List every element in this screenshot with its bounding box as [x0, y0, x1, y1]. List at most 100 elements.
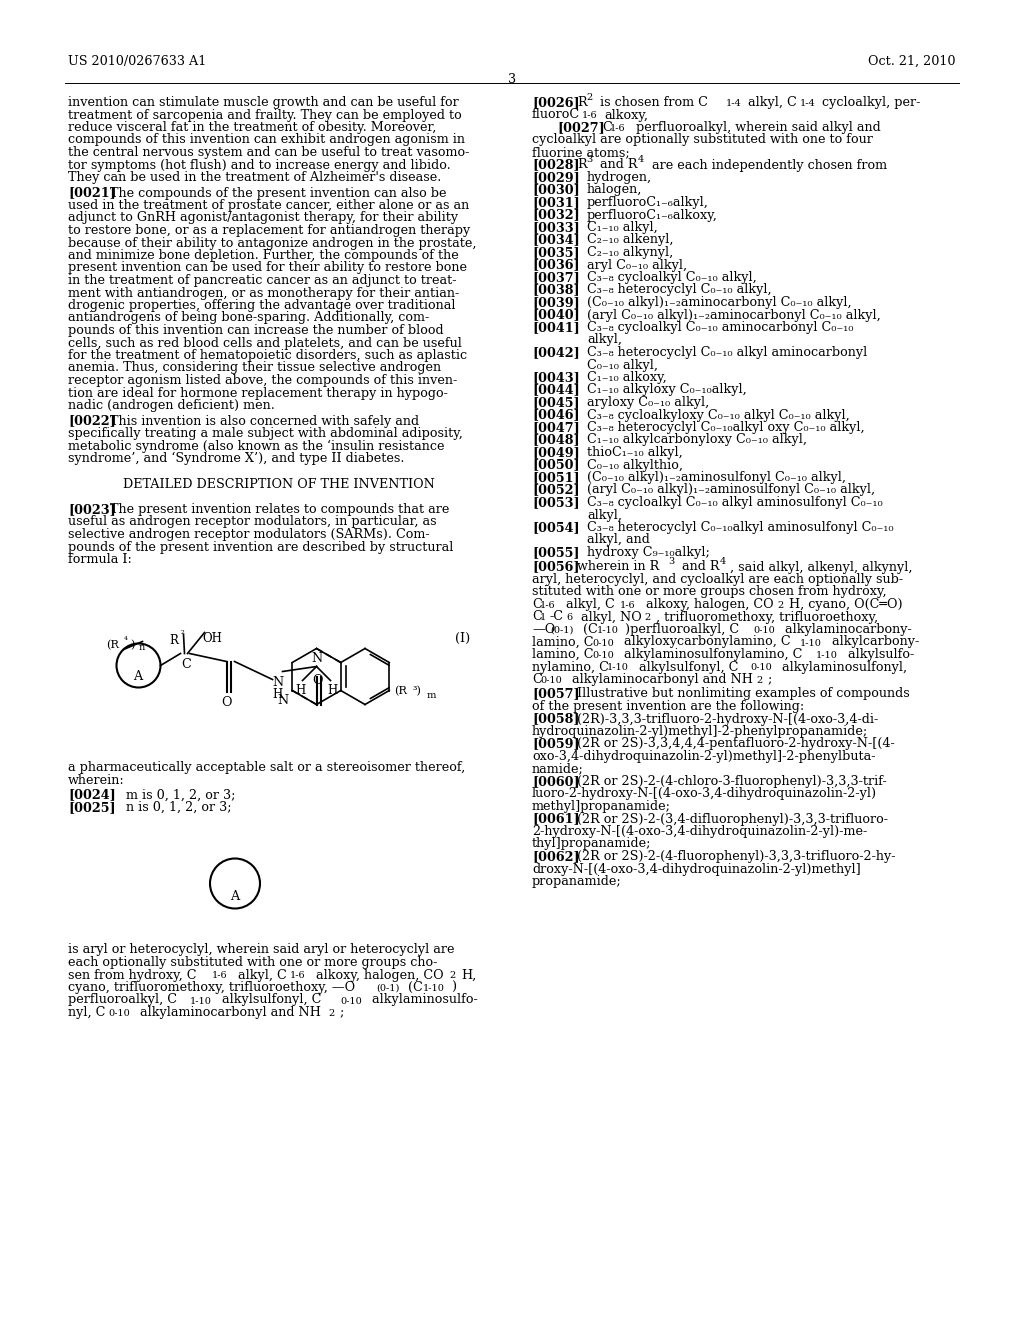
- Text: —O: —O: [532, 623, 555, 636]
- Text: hydroxy C₉₋₁₀alkyl;: hydroxy C₉₋₁₀alkyl;: [587, 546, 710, 558]
- Text: 2-hydroxy-N-[(4-oxo-3,4-dihydroquinazolin-2-yl)-me-: 2-hydroxy-N-[(4-oxo-3,4-dihydroquinazoli…: [532, 825, 867, 838]
- Text: 0-10: 0-10: [753, 626, 775, 635]
- Text: C: C: [532, 610, 542, 623]
- Text: 2: 2: [328, 1008, 334, 1018]
- Text: aryloxy C₀₋₁₀ alkyl,: aryloxy C₀₋₁₀ alkyl,: [587, 396, 710, 409]
- Text: 3: 3: [586, 156, 592, 165]
- Text: 0-10: 0-10: [592, 639, 613, 648]
- Text: 0-10: 0-10: [108, 1008, 130, 1018]
- Text: (I): (I): [455, 631, 470, 644]
- Text: and R: and R: [678, 561, 720, 573]
- Text: (C₀₋₁₀ alkyl)₁₋₂aminosulfonyl C₀₋₁₀ alkyl,: (C₀₋₁₀ alkyl)₁₋₂aminosulfonyl C₀₋₁₀ alky…: [587, 471, 846, 484]
- Text: 2: 2: [586, 92, 592, 102]
- Text: (2R or 2S)-3,3,4,4,4-pentafluoro-2-hydroxy-N-[(4-: (2R or 2S)-3,3,4,4,4-pentafluoro-2-hydro…: [577, 738, 895, 751]
- Text: [0024]: [0024]: [68, 788, 116, 801]
- Text: 1: 1: [540, 614, 546, 623]
- Text: alkylsulfo-: alkylsulfo-: [844, 648, 914, 661]
- Text: [0043]: [0043]: [532, 371, 580, 384]
- Text: [0034]: [0034]: [532, 234, 580, 247]
- Text: (2R)-3,3,3-trifluoro-2-hydroxy-N-[(4-oxo-3,4-di-: (2R)-3,3,3-trifluoro-2-hydroxy-N-[(4-oxo…: [577, 713, 879, 726]
- Text: alkyl, NO: alkyl, NO: [577, 610, 642, 623]
- Text: Oct. 21, 2010: Oct. 21, 2010: [868, 55, 956, 69]
- Text: (C: (C: [583, 623, 598, 636]
- Text: H, cyano, O(C═O): H, cyano, O(C═O): [790, 598, 902, 611]
- Text: receptor agonism listed above, the compounds of this inven-: receptor agonism listed above, the compo…: [68, 374, 458, 387]
- Text: [0046]: [0046]: [532, 408, 580, 421]
- Text: 1-10: 1-10: [800, 639, 822, 648]
- Text: C₁₋₁₀ alkylcarbonyloxy C₀₋₁₀ alkyl,: C₁₋₁₀ alkylcarbonyloxy C₀₋₁₀ alkyl,: [587, 433, 807, 446]
- Text: [0030]: [0030]: [532, 183, 580, 197]
- Text: [0037]: [0037]: [532, 271, 580, 284]
- Text: stituted with one or more groups chosen from hydroxy,: stituted with one or more groups chosen …: [532, 586, 887, 598]
- Text: oxo-3,4-dihydroquinazolin-2-yl)methyl]-2-phenylbuta-: oxo-3,4-dihydroquinazolin-2-yl)methyl]-2…: [532, 750, 876, 763]
- Text: H,: H,: [461, 969, 476, 982]
- Text: 0-10: 0-10: [750, 664, 772, 672]
- Text: (C₀₋₁₀ alkyl)₁₋₂aminocarbonyl C₀₋₁₀ alkyl,: (C₀₋₁₀ alkyl)₁₋₂aminocarbonyl C₀₋₁₀ alky…: [587, 296, 852, 309]
- Text: fluoroC: fluoroC: [532, 108, 581, 121]
- Text: nylamino, C: nylamino, C: [532, 660, 609, 673]
- Text: )perfluoroalkyl, C: )perfluoroalkyl, C: [625, 623, 739, 636]
- Text: A: A: [133, 671, 142, 684]
- Text: [0042]: [0042]: [532, 346, 580, 359]
- Text: 2: 2: [777, 601, 783, 610]
- Text: the central nervous system and can be useful to treat vasomo-: the central nervous system and can be us…: [68, 147, 469, 158]
- Text: is aryl or heterocyclyl, wherein said aryl or heterocyclyl are: is aryl or heterocyclyl, wherein said ar…: [68, 944, 455, 957]
- Text: syndrome’, and ‘Syndrome X’), and type II diabetes.: syndrome’, and ‘Syndrome X’), and type I…: [68, 451, 404, 465]
- Text: alkyloxycarbonylamino, C: alkyloxycarbonylamino, C: [620, 635, 791, 648]
- Text: , trifluoromethoxy, trifluoroethoxy,: , trifluoromethoxy, trifluoroethoxy,: [656, 610, 879, 623]
- Text: 1-6: 1-6: [290, 972, 305, 981]
- Text: -C: -C: [550, 610, 564, 623]
- Text: [0027]: [0027]: [557, 121, 605, 135]
- Text: [0039]: [0039]: [532, 296, 580, 309]
- Text: fluorine atoms;: fluorine atoms;: [532, 147, 630, 158]
- Text: N: N: [272, 676, 284, 689]
- Text: selective androgen receptor modulators (SARMs). Com-: selective androgen receptor modulators (…: [68, 528, 430, 541]
- Text: sen from hydroxy, C: sen from hydroxy, C: [68, 969, 197, 982]
- Text: metabolic syndrome (also known as the ‘insulin resistance: metabolic syndrome (also known as the ‘i…: [68, 440, 444, 453]
- Text: [0044]: [0044]: [532, 384, 580, 396]
- Text: antiandrogens of being bone-sparing. Additionally, com-: antiandrogens of being bone-sparing. Add…: [68, 312, 429, 325]
- Text: adjunct to GnRH agonist/antagonist therapy, for their ability: adjunct to GnRH agonist/antagonist thera…: [68, 211, 458, 224]
- Text: [0056]: [0056]: [532, 561, 580, 573]
- Text: cycloalkyl, per-: cycloalkyl, per-: [822, 96, 921, 110]
- Text: 1-10: 1-10: [597, 626, 618, 635]
- Text: m is 0, 1, 2, or 3;: m is 0, 1, 2, or 3;: [110, 788, 236, 801]
- Text: (2R or 2S)-2-(4-chloro-3-fluorophenyl)-3,3,3-trif-: (2R or 2S)-2-(4-chloro-3-fluorophenyl)-3…: [577, 775, 887, 788]
- Text: ²: ²: [180, 630, 184, 639]
- Text: [0060]: [0060]: [532, 775, 580, 788]
- Text: [0051]: [0051]: [532, 471, 580, 484]
- Text: C₃₋₈ heterocyclyl C₀₋₁₀alkyl oxy C₀₋₁₀ alkyl,: C₃₋₈ heterocyclyl C₀₋₁₀alkyl oxy C₀₋₁₀ a…: [587, 421, 864, 434]
- Text: hydrogen,: hydrogen,: [587, 172, 652, 183]
- Text: C₀₋₁₀ alkylthio,: C₀₋₁₀ alkylthio,: [587, 458, 683, 471]
- Text: alkoxy, halogen, CO: alkoxy, halogen, CO: [642, 598, 773, 611]
- Text: drogenic properties, offering the advantage over traditional: drogenic properties, offering the advant…: [68, 300, 456, 312]
- Text: They can be used in the treatment of Alzheimer's disease.: They can be used in the treatment of Alz…: [68, 172, 441, 183]
- Text: C₁₋₁₀ alkoxy,: C₁₋₁₀ alkoxy,: [587, 371, 667, 384]
- Text: R: R: [577, 96, 587, 110]
- Text: 0-10: 0-10: [592, 651, 613, 660]
- Text: [0040]: [0040]: [532, 309, 580, 322]
- Text: [0055]: [0055]: [532, 546, 580, 558]
- Text: and minimize bone depletion. Further, the compounds of the: and minimize bone depletion. Further, th…: [68, 249, 459, 261]
- Text: [0041]: [0041]: [532, 321, 580, 334]
- Text: C: C: [602, 121, 611, 135]
- Text: each optionally substituted with one or more groups cho-: each optionally substituted with one or …: [68, 956, 437, 969]
- Text: propanamide;: propanamide;: [532, 875, 622, 888]
- Text: pounds of this invention can increase the number of blood: pounds of this invention can increase th…: [68, 323, 443, 337]
- Text: halogen,: halogen,: [587, 183, 642, 197]
- Text: present invention can be used for their ability to restore bone: present invention can be used for their …: [68, 261, 467, 275]
- Text: C₃₋₈ cycloalkyl C₀₋₁₀ alkyl,: C₃₋₈ cycloalkyl C₀₋₁₀ alkyl,: [587, 271, 757, 284]
- Text: aryl C₀₋₁₀ alkyl,: aryl C₀₋₁₀ alkyl,: [587, 259, 687, 272]
- Text: 2: 2: [756, 676, 762, 685]
- Text: US 2010/0267633 A1: US 2010/0267633 A1: [68, 55, 206, 69]
- Text: 1-6: 1-6: [540, 601, 556, 610]
- Text: wherein in R: wherein in R: [577, 561, 659, 573]
- Text: alkylsulfonyl, C: alkylsulfonyl, C: [635, 660, 738, 673]
- Text: [0021]: [0021]: [68, 186, 116, 199]
- Text: (R: (R: [394, 685, 408, 696]
- Text: (0-1): (0-1): [550, 626, 573, 635]
- Text: alkylsulfonyl, C: alkylsulfonyl, C: [218, 994, 322, 1006]
- Text: perfluoroC₁₋₆alkyl,: perfluoroC₁₋₆alkyl,: [587, 195, 709, 209]
- Text: alkyl, and: alkyl, and: [587, 533, 650, 546]
- Text: luoro-2-hydroxy-N-[(4-oxo-3,4-dihydroquinazolin-2-yl): luoro-2-hydroxy-N-[(4-oxo-3,4-dihydroqui…: [532, 788, 878, 800]
